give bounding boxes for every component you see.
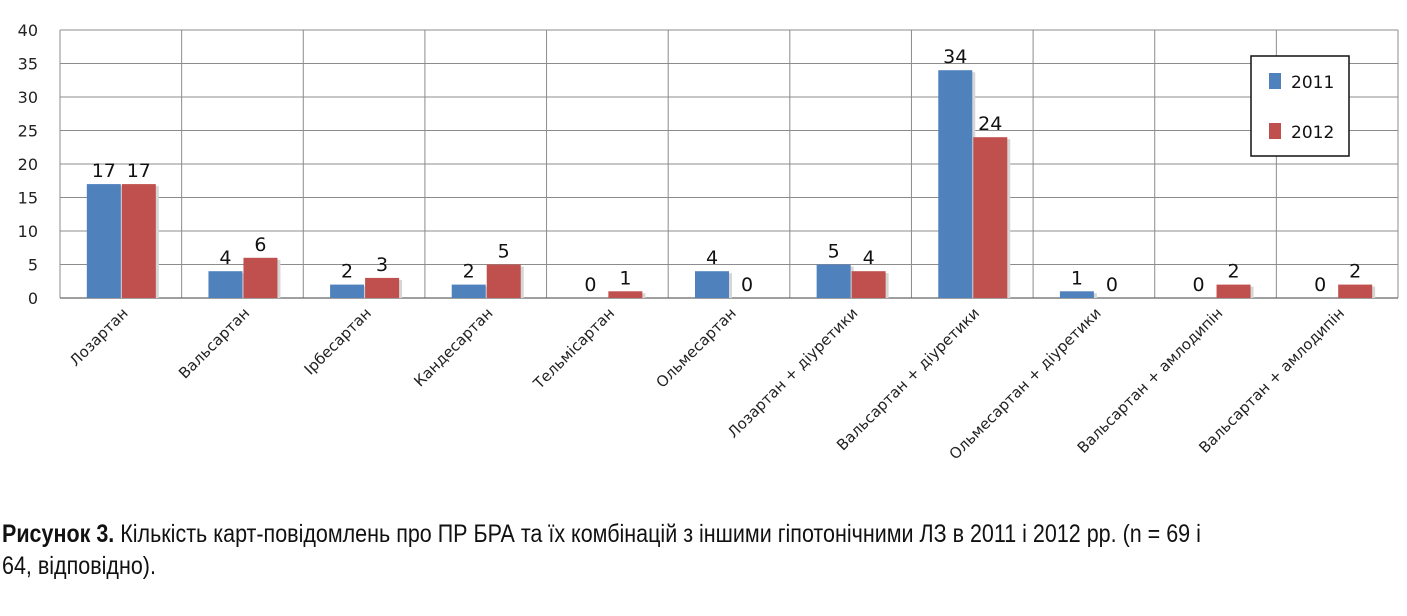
y-tick-label: 40 xyxy=(18,21,38,40)
data-label: 34 xyxy=(943,46,967,68)
data-label: 0 xyxy=(1106,274,1118,296)
x-category-label: Вальсартан + діуретики xyxy=(833,304,983,454)
y-tick-label: 15 xyxy=(18,189,38,208)
x-category-label: Вальсартан + амлодипін xyxy=(1195,304,1348,457)
bar-2012 xyxy=(1216,284,1251,298)
legend-entry: 2011 xyxy=(1291,73,1334,93)
x-category-label: Вальсартан + амлодипін xyxy=(1074,304,1227,457)
x-category-label: Лозартан xyxy=(66,304,132,370)
bar-2011 xyxy=(938,70,973,298)
bar-2011 xyxy=(208,271,243,298)
data-label: 0 xyxy=(584,274,596,296)
x-category-label: Лозартан + діуретики xyxy=(724,304,861,441)
x-category-label: Тельмісартан xyxy=(529,304,618,393)
legend-box xyxy=(1250,55,1350,157)
data-label: 3 xyxy=(376,254,388,276)
bar-2011 xyxy=(695,271,729,298)
data-label: 5 xyxy=(498,241,510,263)
data-label: 1 xyxy=(1071,267,1083,289)
bar-2011 xyxy=(1059,291,1094,298)
data-label: 2 xyxy=(1227,261,1239,283)
y-tick-label: 30 xyxy=(18,88,38,107)
bar-2012 xyxy=(365,277,400,298)
y-tick-label: 35 xyxy=(18,55,38,74)
bar-2011 xyxy=(86,184,121,298)
x-category-label: Кандесартан xyxy=(410,304,496,390)
data-label: 5 xyxy=(828,241,840,263)
data-label: 0 xyxy=(741,274,753,296)
bar-2012 xyxy=(973,137,1008,298)
x-category-label: Ірбесартан xyxy=(301,304,375,378)
bar-2012 xyxy=(1338,284,1373,298)
data-label: 2 xyxy=(463,261,475,283)
data-label: 4 xyxy=(706,247,718,269)
legend: 2011 2012 xyxy=(1250,55,1350,157)
data-label: 0 xyxy=(1192,274,1204,296)
grid xyxy=(59,29,1399,299)
data-label: 2 xyxy=(1349,261,1361,283)
y-tick-label: 10 xyxy=(18,222,38,241)
data-label: 17 xyxy=(92,160,116,182)
x-category-label: Ольмесартан xyxy=(653,304,740,391)
bar-2011 xyxy=(816,264,851,298)
legend-swatch-2012 xyxy=(1269,123,1281,139)
bar-2011 xyxy=(451,284,486,298)
bar-2012 xyxy=(608,291,643,298)
y-tick-label: 25 xyxy=(18,122,38,141)
legend-entry: 2012 xyxy=(1291,123,1334,143)
data-label: 17 xyxy=(127,160,151,182)
figure-label: Рисунок 3. xyxy=(2,520,115,548)
data-label: 0 xyxy=(1314,274,1326,296)
figure-caption: Рисунок 3. Кількість карт-повідомлень пр… xyxy=(2,518,1206,582)
y-tick-label: 20 xyxy=(18,155,38,174)
data-label: 4 xyxy=(219,247,231,269)
bar-2012 xyxy=(121,184,156,298)
bar-2011 xyxy=(330,284,365,298)
data-label: 4 xyxy=(863,247,875,269)
legend-swatch-2011 xyxy=(1269,73,1281,89)
bar-2012 xyxy=(486,264,521,298)
y-tick-label: 5 xyxy=(28,256,38,275)
bar-2012 xyxy=(243,257,278,298)
bar-2012 xyxy=(851,271,886,298)
data-label: 2 xyxy=(341,261,353,283)
y-tick-label: 0 xyxy=(28,289,38,308)
data-label: 1 xyxy=(619,267,631,289)
figure-caption-text: Кількість карт-повідомлень про ПР БРА та… xyxy=(2,520,1201,580)
data-label: 24 xyxy=(978,113,1002,135)
x-category-label: Вальсартан xyxy=(175,304,253,382)
data-label: 6 xyxy=(254,234,266,256)
